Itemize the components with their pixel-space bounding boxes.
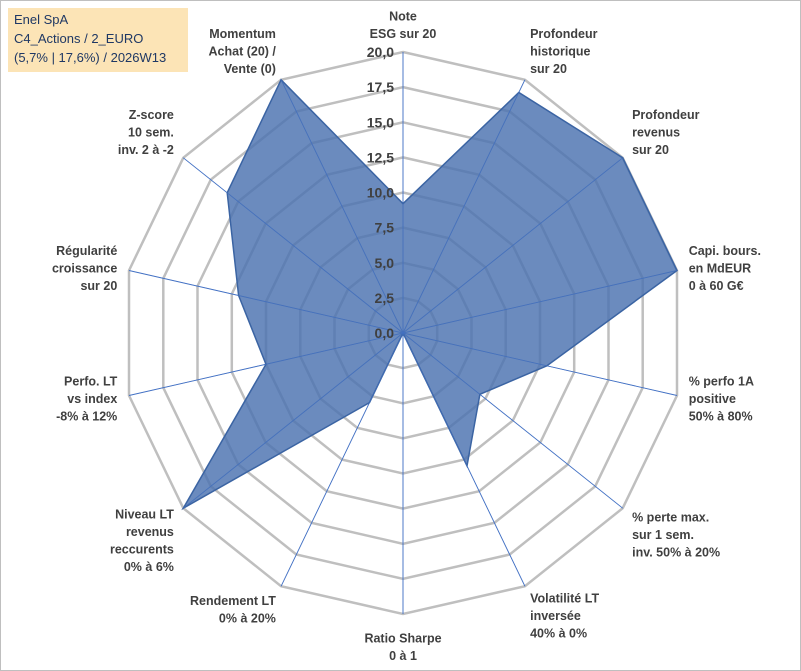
axis-label-line: positive xyxy=(689,392,736,406)
axis-label-line: 50% à 80% xyxy=(689,409,753,423)
radar-tick-labels: 0,0 2,5 5,0 7,5 10,0 12,5 15,0 17,5 20,0 xyxy=(367,44,394,341)
tick-label: 0,0 xyxy=(375,325,395,341)
axis-label: Profondeur historique sur 20 xyxy=(530,27,597,76)
tick-label: 17,5 xyxy=(367,79,394,95)
axis-spoke-overlay xyxy=(183,332,404,509)
company-name: Enel SpA xyxy=(14,12,69,27)
axis-label: Profondeur revenus sur 20 xyxy=(632,108,699,157)
tick-label: 12,5 xyxy=(367,149,394,165)
axis-label-line: 0% à 6% xyxy=(124,560,174,574)
axis-spoke-overlay xyxy=(402,332,623,509)
axis-label-line: 0 à 60 G€ xyxy=(689,279,744,293)
tick-label: 2,5 xyxy=(375,290,395,306)
axis-label-line: Momentum xyxy=(209,27,276,41)
axis-label-line: ESG sur 20 xyxy=(370,27,437,41)
axis-label-line: revenus xyxy=(126,525,174,539)
tick-label: 7,5 xyxy=(375,220,395,236)
axis-label-line: 0% à 20% xyxy=(219,612,276,626)
tick-label: 15,0 xyxy=(367,114,394,130)
axis-spoke-overlay xyxy=(128,270,404,334)
axis-label-line: Volatilité LT xyxy=(530,592,599,606)
axis-label-line: Perfo. LT xyxy=(64,374,118,388)
axis-label-line: 0 à 1 xyxy=(389,649,417,663)
axis-label-line: sur 1 sem. xyxy=(632,528,694,542)
axis-label: Ratio Sharpe 0 à 1 xyxy=(364,632,441,664)
axis-label-line: Vente (0) xyxy=(224,62,276,76)
axis-label-line: % perte max. xyxy=(632,510,709,524)
axis-spoke-overlay xyxy=(402,332,526,587)
axis-label: % perte max. sur 1 sem. inv. 50% à 20% xyxy=(632,510,720,559)
axis-label-line: -8% à 12% xyxy=(56,409,117,423)
axis-label: Capi. bours. en MdEUR 0 à 60 G€ xyxy=(689,244,761,293)
axis-spoke-overlay xyxy=(280,79,404,334)
axis-label-line: Note xyxy=(389,10,417,24)
axis-label: % perfo 1A positive 50% à 80% xyxy=(689,374,754,423)
axis-label-line: inversée xyxy=(530,609,581,623)
axis-label: Volatilité LT inversée 40% à 0% xyxy=(530,592,599,641)
period-label: (5,7% | 17,6%) / 2026W13 xyxy=(14,50,167,65)
axis-label: Perfo. LT vs index -8% à 12% xyxy=(56,374,118,423)
axis-label-line: inv. 50% à 20% xyxy=(632,545,720,559)
tick-label: 5,0 xyxy=(375,255,395,271)
axis-label: Note ESG sur 20 xyxy=(370,10,437,42)
axis-label: Momentum Achat (20) / Vente (0) xyxy=(209,27,277,76)
axis-label-line: reccurents xyxy=(110,543,174,557)
chart-title-box: Enel SpA C4_Actions / 2_EURO (5,7% | 17,… xyxy=(8,8,188,72)
axis-label-line: Ratio Sharpe xyxy=(364,632,441,646)
axis-label-line: croissance xyxy=(52,262,117,276)
axis-spoke-overlay xyxy=(402,270,678,334)
tick-label: 10,0 xyxy=(367,185,394,201)
axis-spoke-overlay xyxy=(280,332,404,587)
axis-label-line: % perfo 1A xyxy=(689,374,754,388)
axis-label-line: inv. 2 à -2 xyxy=(118,143,174,157)
axis-label: Régularité croissance sur 20 xyxy=(52,244,117,293)
axis-label-line: vs index xyxy=(67,392,117,406)
axis-spoke-overlay xyxy=(402,157,623,334)
axis-spoke-overlay xyxy=(402,79,526,334)
axis-label-line: Achat (20) / xyxy=(209,44,277,58)
radar-axis-labels: Note ESG sur 20 Profondeur historique sur 20… xyxy=(52,10,761,664)
axis-label-line: Capi. bours. xyxy=(689,244,761,258)
axis-label-line: Rendement LT xyxy=(190,594,276,608)
series-area xyxy=(181,78,678,511)
axis-spoke-overlay xyxy=(402,332,678,396)
radar-series xyxy=(128,52,678,614)
axis-label-line: Régularité xyxy=(56,244,117,258)
axis-label-line: Profondeur xyxy=(632,108,699,122)
axis-label: Z-score 10 sem. inv. 2 à -2 xyxy=(118,108,174,157)
axis-label-line: Profondeur xyxy=(530,27,597,41)
axis-spoke-overlay xyxy=(128,332,404,396)
axis-spoke-overlay xyxy=(183,157,404,334)
axis-label-line: sur 20 xyxy=(530,62,567,76)
axis-label-line: 10 sem. xyxy=(128,126,174,140)
axis-label-line: Z-score xyxy=(129,108,174,122)
axis-label-line: en MdEUR xyxy=(689,262,752,276)
axis-label-line: sur 20 xyxy=(632,143,669,157)
axis-label: Rendement LT 0% à 20% xyxy=(190,594,276,626)
axis-label-line: historique xyxy=(530,44,590,58)
axis-label-line: 40% à 0% xyxy=(530,627,587,641)
tick-label: 20,0 xyxy=(367,44,394,60)
axis-label-line: sur 20 xyxy=(80,279,117,293)
axis-label-line: revenus xyxy=(632,126,680,140)
axis-label: Niveau LT revenus reccurents 0% à 6% xyxy=(110,508,174,575)
category-label: C4_Actions / 2_EURO xyxy=(14,31,144,46)
axis-label-line: Niveau LT xyxy=(115,508,174,522)
